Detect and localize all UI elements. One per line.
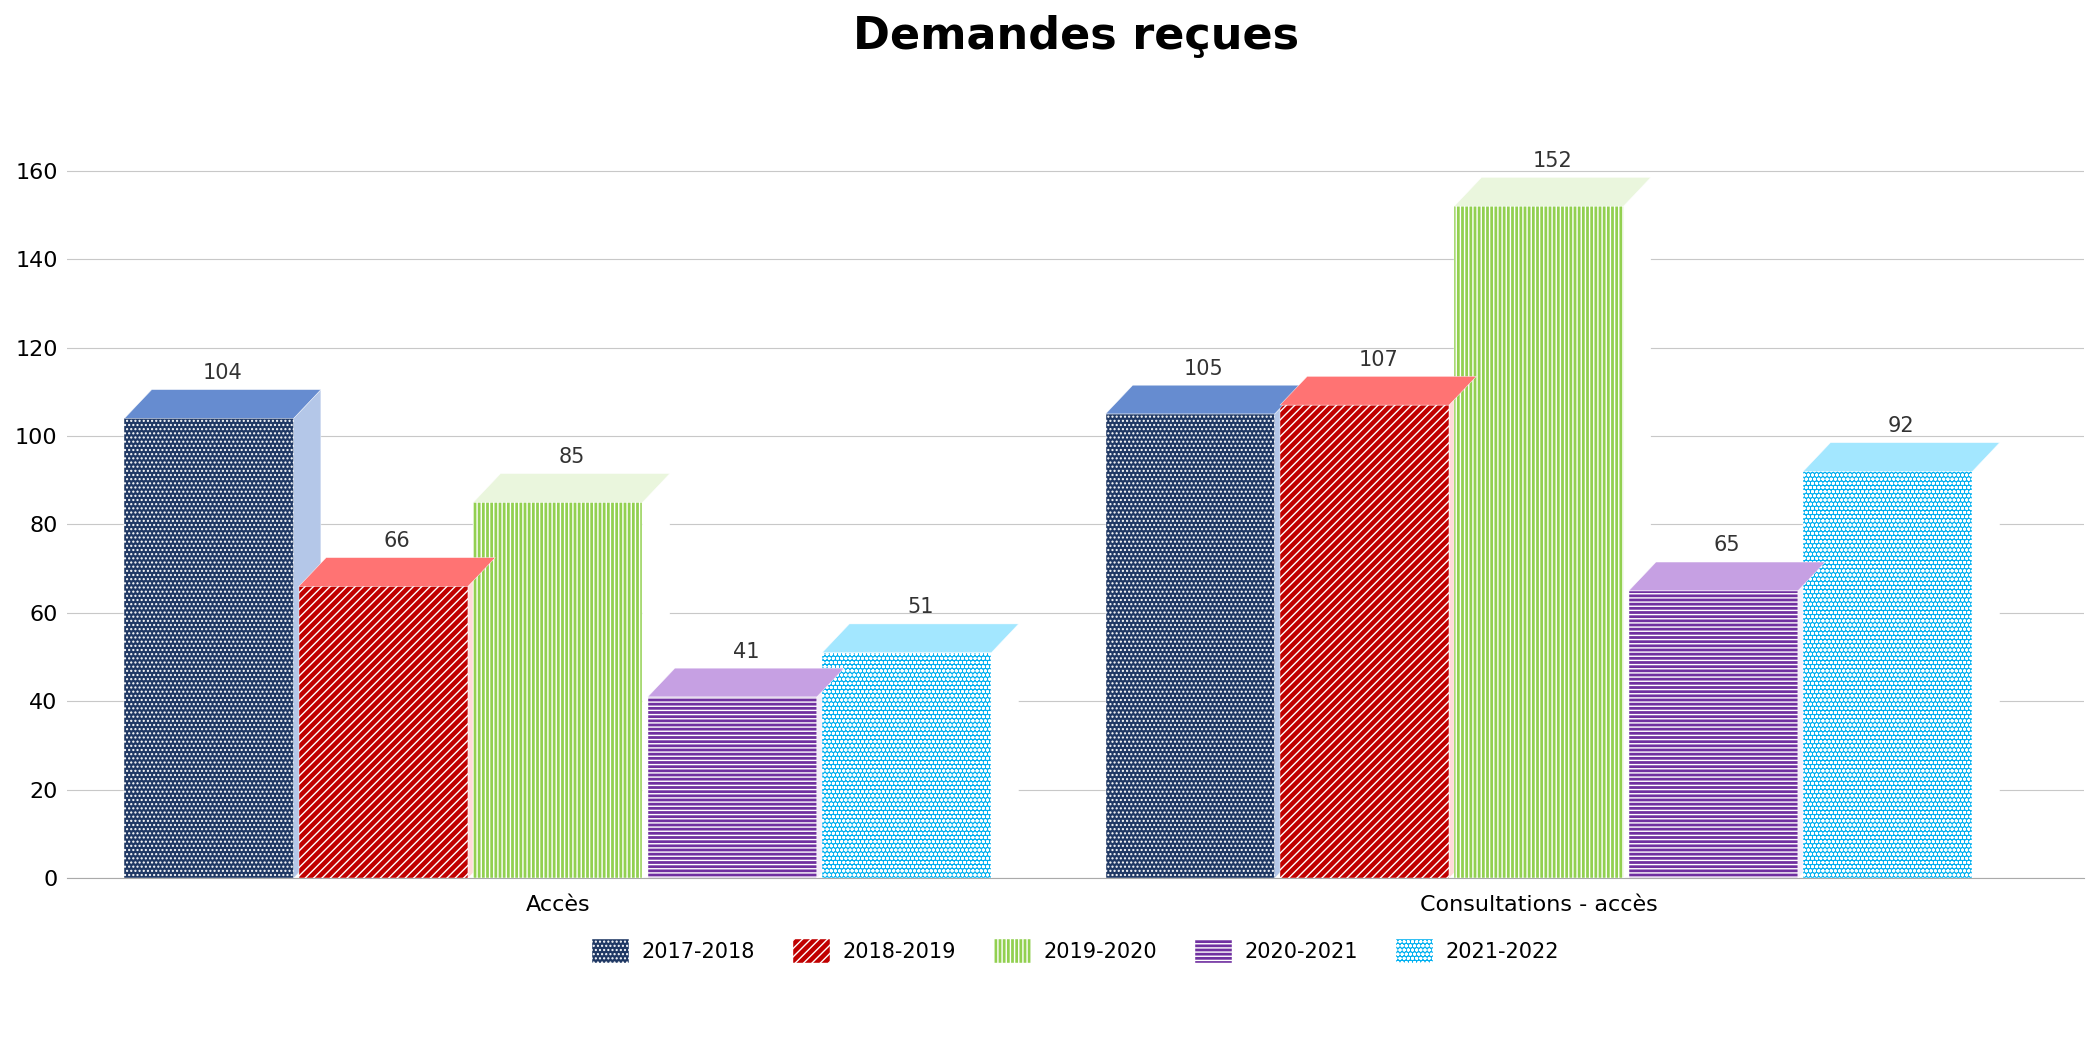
Polygon shape [1280,376,1476,405]
Bar [298,586,468,879]
Polygon shape [991,624,1018,879]
Polygon shape [1448,376,1476,879]
Legend: 2017-2018, 2018-2019, 2019-2020, 2020-2021, 2021-2022: 2017-2018, 2018-2019, 2019-2020, 2020-20… [584,930,1568,971]
Text: 152: 152 [1532,150,1572,170]
Text: 41: 41 [733,641,760,661]
Polygon shape [298,558,495,586]
Polygon shape [1623,178,1650,879]
Text: 65: 65 [1713,535,1740,555]
Polygon shape [649,668,844,697]
Bar [1455,206,1623,879]
Polygon shape [642,474,670,879]
Bar [823,653,991,879]
Polygon shape [1629,562,1826,591]
Title: Demandes reçues: Demandes reçues [852,15,1299,58]
Text: 85: 85 [558,447,586,467]
Polygon shape [468,558,495,879]
Polygon shape [1455,178,1650,206]
Polygon shape [1799,562,1826,879]
Text: 51: 51 [907,597,934,617]
Polygon shape [823,624,1018,653]
Bar [1629,591,1799,879]
Polygon shape [1106,385,1301,414]
Polygon shape [1973,442,2000,879]
Bar [649,697,817,879]
Polygon shape [1803,442,2000,472]
Bar [1280,405,1448,879]
Bar [124,418,294,879]
Text: 104: 104 [204,363,243,383]
Bar [472,502,642,879]
Text: 66: 66 [384,531,411,551]
Polygon shape [294,390,321,879]
Bar [1106,414,1274,879]
Polygon shape [124,390,321,418]
Polygon shape [1274,385,1301,879]
Text: 105: 105 [1184,358,1224,378]
Polygon shape [472,474,670,502]
Polygon shape [817,668,844,879]
Text: 107: 107 [1358,350,1398,370]
Bar [1803,472,1973,879]
Text: 92: 92 [1889,416,1914,436]
